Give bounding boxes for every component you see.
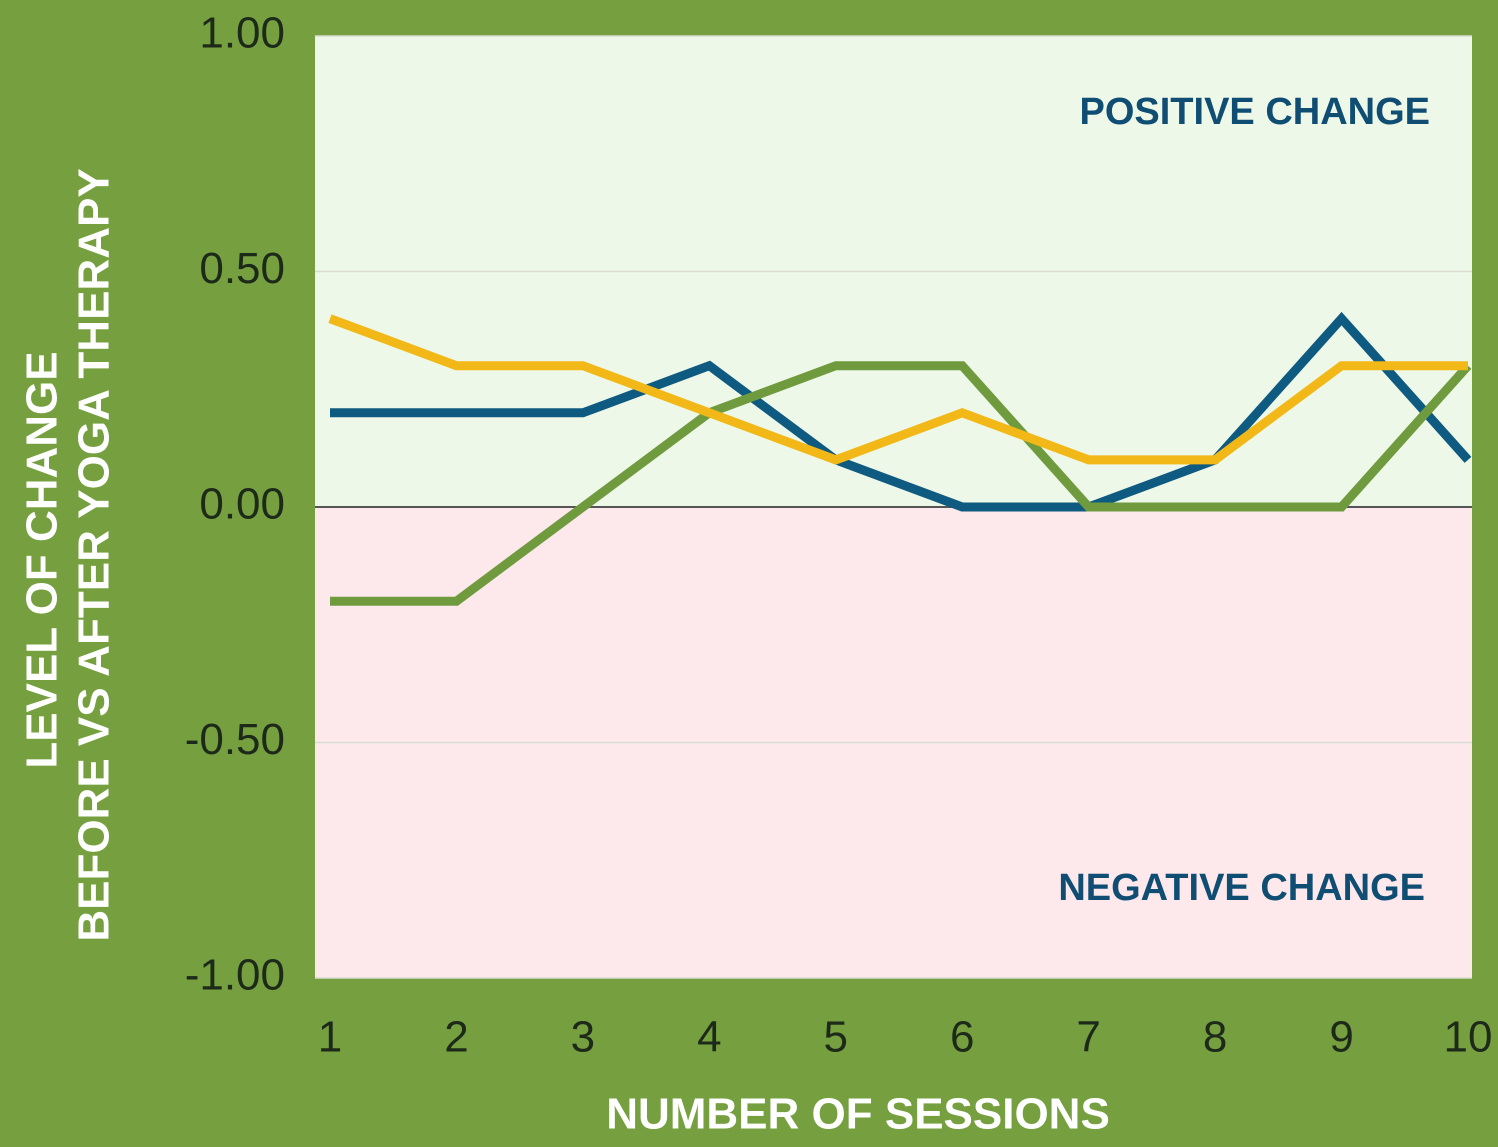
x-tick-label: 5 <box>824 1013 848 1062</box>
annotation: NEGATIVE CHANGE <box>1058 867 1425 909</box>
x-tick-label: 4 <box>697 1013 721 1062</box>
x-tick-label: 10 <box>1444 1013 1493 1062</box>
y-tick-label: 0.00 <box>199 480 285 529</box>
x-tick-label: 3 <box>571 1013 595 1062</box>
series-line <box>330 311 1472 512</box>
x-tick-label: 8 <box>1203 1013 1227 1062</box>
y-tick-label: 0.50 <box>199 244 285 293</box>
x-tick-label: 7 <box>1076 1013 1100 1062</box>
x-tick-label: 9 <box>1329 1013 1353 1062</box>
series-line <box>328 314 1468 465</box>
x-tick-label: 6 <box>950 1013 974 1062</box>
y-tick-label: -1.00 <box>185 951 285 1000</box>
y-axis-label: BEFORE VS AFTER YOGA THERAPY <box>70 168 119 941</box>
x-axis-label: NUMBER OF SESSIONS <box>606 1090 1110 1139</box>
annotation: POSITIVE CHANGE <box>1080 91 1431 133</box>
y-axis-label: LEVEL OF CHANGE <box>18 351 67 768</box>
y-tick-label: -0.50 <box>185 715 285 764</box>
y-tick-label: 1.00 <box>199 9 285 58</box>
x-tick-label: 1 <box>318 1013 342 1062</box>
series-line <box>330 361 1472 606</box>
x-tick-label: 2 <box>444 1013 468 1062</box>
